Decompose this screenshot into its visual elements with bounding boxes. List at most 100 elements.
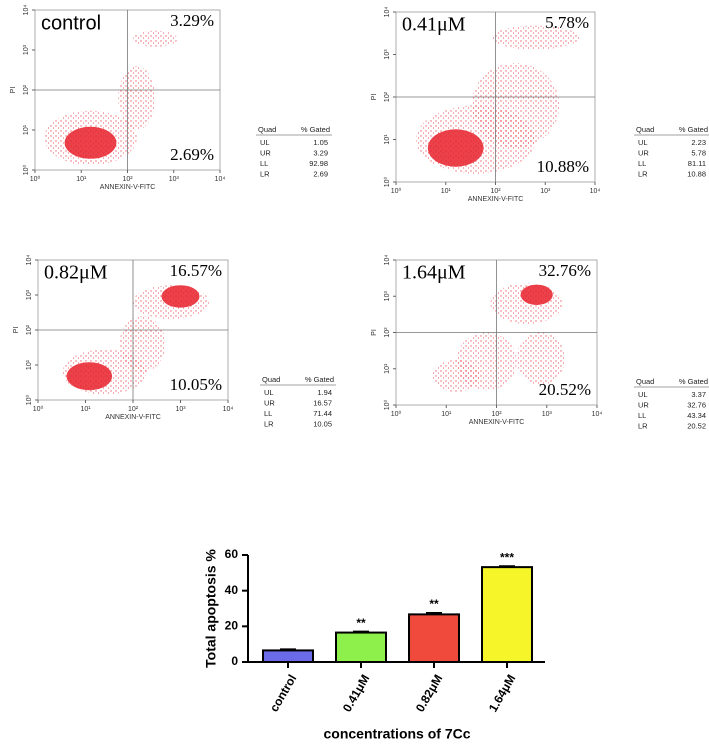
cell-cloud	[456, 332, 517, 391]
x-tick-label: 0.41μM	[340, 672, 372, 714]
x-tick-label: 10⁰	[391, 187, 402, 195]
table-cell: LL	[638, 411, 646, 420]
x-tick-label: 10¹	[441, 411, 452, 418]
lr-percent: 10.88%	[537, 157, 589, 176]
table-cell: UL	[638, 390, 648, 399]
y-tick-label: 0	[231, 654, 238, 668]
table-cell: 3.37	[691, 390, 706, 399]
y-tick-label: 10²	[23, 84, 30, 95]
table-header: % Gated	[679, 125, 708, 134]
cell-cloud	[490, 283, 563, 324]
cell-cloud	[516, 332, 565, 385]
table-cell: 43.34	[687, 411, 706, 420]
x-tick-label: 10²	[491, 411, 502, 418]
table-cell: UL	[260, 138, 270, 147]
bar	[262, 649, 314, 663]
bar	[335, 631, 387, 664]
table-cell: 20.52	[687, 421, 706, 430]
y-tick-label: 10⁴	[26, 255, 33, 266]
table-header: Quad	[636, 125, 654, 134]
table-cell: LR	[264, 419, 274, 428]
bar	[408, 613, 460, 664]
y-tick-label: 10⁰	[383, 400, 391, 411]
table-cell: 71.44	[313, 409, 332, 418]
x-axis-label: concentrations of 7Cc	[323, 726, 470, 742]
y-axis-label: PI	[10, 87, 17, 94]
x-tick-label: 0.82μM	[413, 672, 445, 714]
x-tick-label: 10⁴	[223, 406, 234, 413]
y-tick-label: 10⁴	[384, 255, 391, 266]
panel-title: 0.41μM	[402, 14, 466, 36]
lr-percent: 20.52%	[539, 380, 591, 399]
y-tick-label: 10⁴	[23, 5, 30, 16]
table-header: % Gated	[301, 125, 330, 134]
x-tick-label: 10³	[542, 411, 553, 418]
cell-cloud	[471, 63, 560, 148]
table-cell: UR	[260, 148, 271, 157]
y-tick-label: 10³	[26, 289, 33, 300]
y-tick-label: 10⁰	[383, 177, 391, 188]
y-tick-label: 10¹	[384, 363, 391, 374]
flow-panel: 10⁰ 10¹ 10² 10³ 10⁴ 10⁰ 10¹ 10² 10³ 10⁴ ANNEXIN-V-…	[371, 255, 709, 430]
y-tick-label: 10⁰	[22, 165, 30, 176]
table-cell: 10.88	[687, 169, 706, 178]
x-tick-label: 10²	[128, 406, 139, 413]
table-cell: 1.94	[317, 388, 332, 397]
x-axis-label: ANNEXIN-V-FITC	[469, 419, 525, 426]
y-tick-label: 10¹	[26, 359, 33, 370]
x-tick-label: 10³	[169, 176, 180, 183]
y-tick-label: 10³	[384, 291, 391, 302]
table-cell: LL	[260, 159, 268, 168]
cell-cloud	[491, 25, 580, 50]
table-cell: LR	[260, 169, 270, 178]
y-tick-label: 10⁴	[384, 7, 391, 18]
table-cell: 10.05	[313, 419, 332, 428]
table-cell: UR	[264, 398, 275, 407]
bar	[481, 566, 533, 663]
table-cell: 32.76	[687, 400, 706, 409]
y-tick-label: 10³	[384, 49, 391, 60]
cell-cloud	[119, 316, 166, 372]
x-tick-label: 10¹	[441, 188, 452, 195]
cell-cloud	[133, 285, 209, 319]
table-cell: UR	[638, 148, 649, 157]
table-cell: 2.69	[313, 169, 328, 178]
ur-percent: 16.57%	[170, 261, 222, 280]
y-axis-label: PI	[13, 327, 20, 334]
panel-title: control	[41, 12, 101, 34]
x-axis-label: ANNEXIN-V-FITC	[100, 184, 156, 191]
cell-cloud	[118, 66, 156, 130]
x-tick-label: 10⁰	[33, 405, 44, 413]
table-header: % Gated	[305, 375, 334, 384]
ur-percent: 32.76%	[539, 261, 591, 280]
error-bar	[280, 648, 296, 651]
flow-panel: 10⁰ 10¹ 10² 10³ 10⁴ 10⁰ 10¹ 10² 10³ 10⁴ ANNEXIN-V-…	[10, 5, 332, 191]
table-header: Quad	[258, 125, 276, 134]
y-tick-label: 10³	[23, 44, 30, 55]
x-tick-label: 10⁴	[592, 411, 603, 418]
x-tick-label: 10¹	[76, 176, 87, 183]
cell-cloud	[44, 110, 137, 166]
table-cell: 16.57	[313, 398, 332, 407]
x-tick-label: 10⁴	[590, 188, 601, 195]
error-bar	[499, 565, 515, 568]
flow-panel: 10⁰ 10¹ 10² 10³ 10⁴ 10⁰ 10¹ 10² 10³ 10⁴ ANNEXIN-V-…	[371, 7, 709, 203]
ur-percent: 5.78%	[545, 13, 589, 32]
table-cell: LL	[638, 159, 646, 168]
x-tick-label: 10⁰	[30, 175, 41, 183]
lr-percent: 2.69%	[170, 145, 214, 164]
y-axis-label: PI	[371, 94, 378, 101]
cell-cloud	[133, 30, 178, 47]
panel-title: 0.82μM	[44, 262, 108, 284]
table-cell: 81.11	[688, 159, 706, 168]
table-header: Quad	[262, 375, 280, 384]
table-cell: LR	[638, 169, 648, 178]
table-header: Quad	[636, 377, 654, 386]
panel-title: 1.64μM	[402, 262, 466, 284]
lr-percent: 10.05%	[170, 375, 222, 394]
x-tick-label: 10¹	[80, 406, 91, 413]
x-tick-label: control	[267, 672, 299, 714]
table-cell: 1.05	[313, 138, 328, 147]
x-axis-label: ANNEXIN-V-FITC	[105, 414, 161, 421]
x-tick-label: 10³	[175, 406, 186, 413]
